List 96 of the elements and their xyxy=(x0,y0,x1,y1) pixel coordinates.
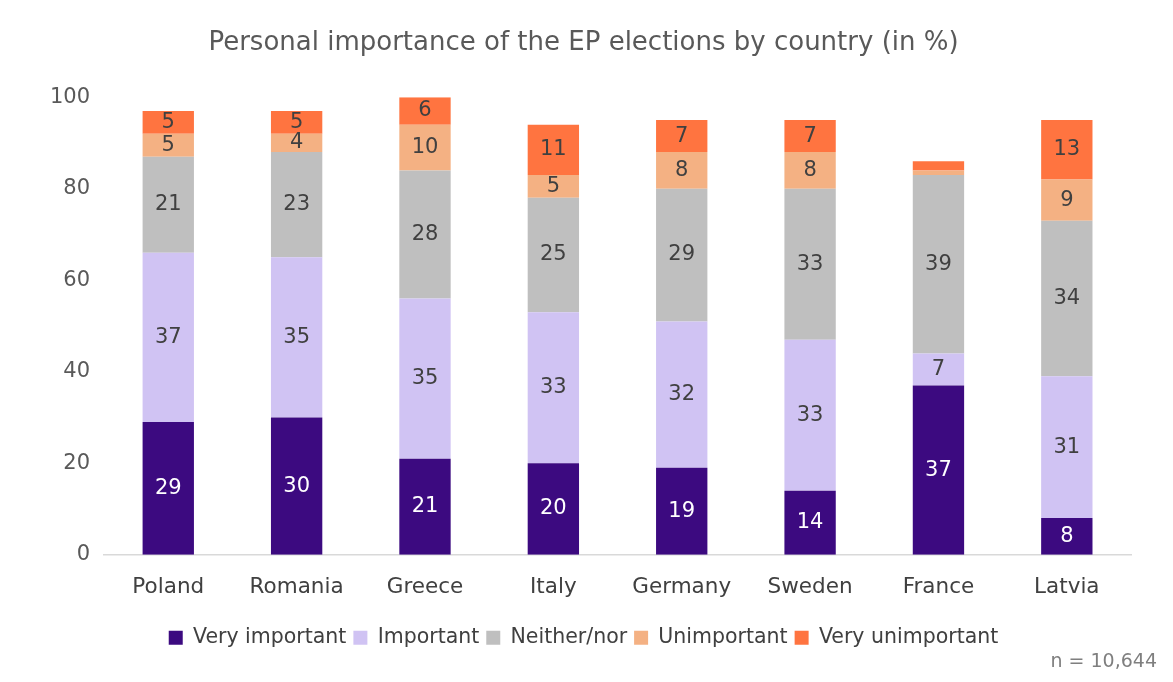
bar xyxy=(142,110,194,134)
bar xyxy=(270,110,323,134)
data-label: 8 xyxy=(675,156,689,181)
data-label: 34 xyxy=(1053,284,1081,309)
bar xyxy=(656,467,708,555)
data-label: 9 xyxy=(1060,186,1074,211)
data-label: 35 xyxy=(411,365,439,390)
bar xyxy=(142,133,194,157)
x-tick-label: Romania xyxy=(249,573,344,599)
data-label: 29 xyxy=(668,241,696,266)
bar xyxy=(1041,220,1093,377)
bar xyxy=(270,152,323,258)
bar xyxy=(912,353,965,386)
bar xyxy=(784,152,836,189)
bar xyxy=(142,252,194,423)
x-tick-label: Germany xyxy=(632,573,732,599)
bar xyxy=(912,174,965,354)
x-tick-label: Greece xyxy=(386,573,464,599)
data-label: 39 xyxy=(925,250,952,275)
bar xyxy=(399,170,451,299)
data-label: 7 xyxy=(803,122,817,147)
data-label: 23 xyxy=(283,191,310,216)
data-label: 31 xyxy=(1053,433,1081,458)
y-tick-label: 100 xyxy=(49,83,91,108)
bar xyxy=(399,124,451,171)
bar xyxy=(527,197,580,313)
legend-label: Unimportant xyxy=(658,624,788,649)
bar xyxy=(784,490,836,555)
data-label: 7 xyxy=(675,122,689,147)
data-label: 8 xyxy=(803,156,817,181)
bar xyxy=(1041,376,1093,519)
data-label: 6 xyxy=(418,97,432,122)
data-label: 33 xyxy=(796,250,824,275)
data-label: 5 xyxy=(161,131,175,156)
bar xyxy=(399,458,451,555)
bar xyxy=(656,152,708,189)
y-tick-label: 40 xyxy=(63,358,91,383)
data-label: 19 xyxy=(668,497,696,522)
data-label: 20 xyxy=(539,495,567,520)
data-label: 14 xyxy=(796,509,824,534)
bar xyxy=(912,170,965,175)
bar xyxy=(1041,179,1093,221)
legend-label: Very unimportant xyxy=(818,624,999,649)
y-tick-label: 60 xyxy=(63,266,91,291)
bar xyxy=(270,257,323,418)
bar xyxy=(784,188,836,340)
text: n = 10,644 xyxy=(1050,649,1157,672)
x-tick-label: France xyxy=(902,573,975,599)
y-tick-label: 20 xyxy=(63,449,91,474)
bar xyxy=(784,339,836,491)
data-label: 33 xyxy=(796,401,824,426)
bar xyxy=(527,174,580,198)
bar xyxy=(399,97,451,125)
data-label: 25 xyxy=(539,241,567,266)
x-tick-label: Latvia xyxy=(1034,573,1100,599)
data-label: 5 xyxy=(546,172,561,197)
data-label: 29 xyxy=(154,474,182,499)
data-label: 32 xyxy=(668,381,696,406)
data-label: 11 xyxy=(539,136,567,161)
bar xyxy=(527,124,580,175)
x-tick-label: Italy xyxy=(530,573,577,599)
bar xyxy=(912,161,965,171)
bar xyxy=(656,120,708,153)
bar xyxy=(1041,120,1093,180)
bar xyxy=(270,417,323,555)
data-label: 35 xyxy=(283,323,310,348)
data-label: 30 xyxy=(283,472,310,497)
data-label: 21 xyxy=(154,191,182,216)
y-tick-label: 0 xyxy=(76,541,91,566)
y-tick-label: 80 xyxy=(63,175,91,200)
bar xyxy=(912,385,965,555)
data-label: 33 xyxy=(539,374,567,399)
bar xyxy=(784,120,836,153)
chart-title: Personal importance of the EP elections by country (in %) xyxy=(208,26,959,57)
bar xyxy=(656,321,708,468)
bar xyxy=(1041,518,1093,555)
bar xyxy=(142,156,194,253)
bar xyxy=(399,298,451,459)
legend-label: Very important xyxy=(192,624,347,649)
x-tick-label: Poland xyxy=(132,573,205,599)
bar xyxy=(527,312,580,464)
data-label: 28 xyxy=(411,220,439,245)
data-label: 8 xyxy=(1060,522,1074,547)
data-label: 37 xyxy=(925,456,952,481)
data-label: 10 xyxy=(411,133,439,158)
data-label: 7 xyxy=(931,355,946,380)
legend-label: Neither/nor xyxy=(510,624,628,649)
data-label: 21 xyxy=(411,493,439,518)
data-label: 5 xyxy=(161,108,175,133)
data-label: 37 xyxy=(154,323,182,348)
bar xyxy=(527,463,580,555)
legend-label: Important xyxy=(377,624,480,649)
x-tick-label: Sweden xyxy=(767,573,853,599)
bar xyxy=(656,188,708,322)
data-label: 13 xyxy=(1053,136,1081,161)
bar xyxy=(142,422,194,555)
